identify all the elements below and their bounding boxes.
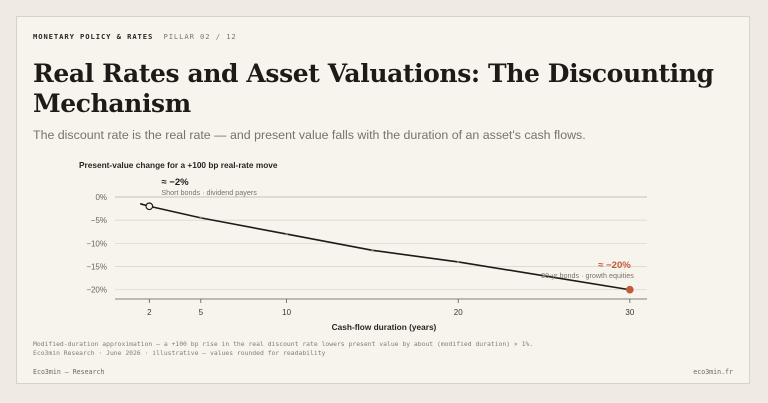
y-tick-label: −5% bbox=[91, 216, 107, 225]
y-tick-label: −10% bbox=[86, 239, 107, 248]
footer-brand: Eco3min — Research bbox=[33, 368, 105, 376]
annotation-value-long: ≈ −20% bbox=[598, 260, 631, 271]
x-tick-label: 30 bbox=[625, 308, 634, 317]
pillar-label: PILLAR 02 / 12 bbox=[163, 32, 237, 41]
x-tick-label: 5 bbox=[199, 308, 204, 317]
y-tick-label: −15% bbox=[86, 263, 107, 272]
y-tick-label: −20% bbox=[86, 286, 107, 295]
x-tick-label: 10 bbox=[282, 308, 291, 317]
x-axis-title: Cash-flow duration (years) bbox=[332, 322, 437, 332]
annotation-label-short: Short bonds · dividend payers bbox=[161, 188, 257, 197]
card: MONETARY POLICY & RATES PILLAR 02 / 12 R… bbox=[16, 16, 750, 384]
annotation-label-long: 30-yr bonds · growth equities bbox=[541, 271, 634, 280]
short-duration-marker bbox=[145, 202, 154, 211]
x-tick-label: 20 bbox=[454, 308, 463, 317]
series-point bbox=[371, 249, 374, 252]
footer-url: eco3min.fr bbox=[693, 368, 733, 376]
duration-chart: 0% −5% −10% −15% −20% 2 5 10 20 30 Cash-flow dura… bbox=[86, 177, 647, 332]
footnote-source: Eco3min Research · June 2026 · illustrat… bbox=[33, 349, 326, 357]
long-duration-marker bbox=[626, 285, 634, 294]
series-point bbox=[542, 274, 546, 278]
chart-title: Present-value change for a +100 bp real-… bbox=[79, 160, 278, 170]
eyebrow: MONETARY POLICY & RATES PILLAR 02 / 12 bbox=[33, 32, 237, 41]
series-line bbox=[139, 203, 631, 291]
section-label: MONETARY POLICY & RATES bbox=[33, 32, 154, 41]
page-title: Real Rates and Asset Valuations: The Dis… bbox=[33, 59, 714, 118]
series-point bbox=[457, 260, 460, 264]
y-tick-label: 0% bbox=[95, 193, 107, 202]
footnote-method: Modified-duration approximation — a +100… bbox=[33, 340, 534, 348]
series-point bbox=[285, 232, 288, 236]
x-tick-label: 2 bbox=[147, 308, 152, 317]
annotation-value-short: ≈ −2% bbox=[161, 177, 189, 188]
series-point bbox=[199, 216, 203, 220]
page-subtitle: The discount rate is the real rate — and… bbox=[33, 128, 586, 142]
